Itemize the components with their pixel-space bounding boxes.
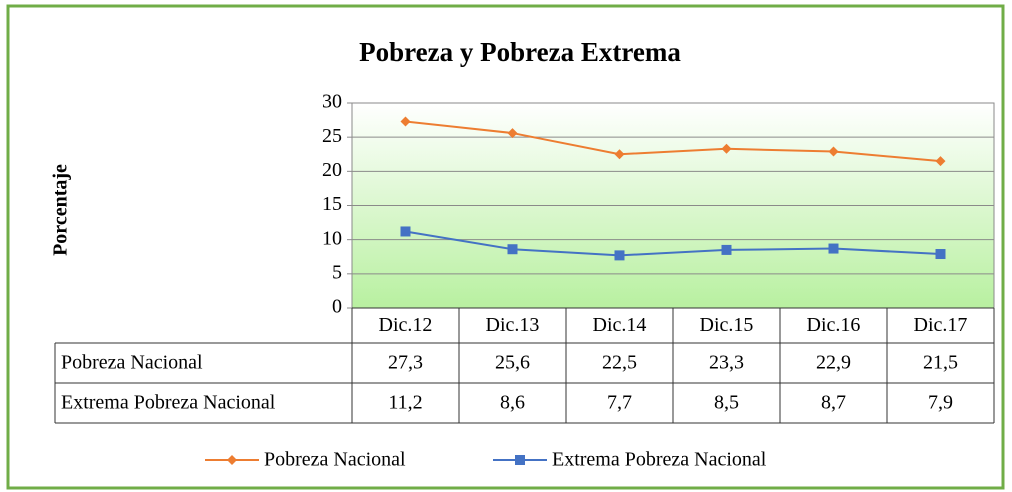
table-row-label: Pobreza Nacional <box>61 352 203 374</box>
x-tick-label: Dic.12 <box>379 314 433 336</box>
table-cell: 11,2 <box>388 392 422 414</box>
marker <box>614 149 625 160</box>
legend-marker <box>227 455 237 465</box>
table-cell: 22,9 <box>816 352 851 374</box>
table-cell: 27,3 <box>388 352 423 374</box>
legend-label: Extrema Pobreza Nacional <box>552 449 767 471</box>
y-tick-label: 15 <box>322 193 342 215</box>
marker <box>935 249 946 260</box>
table-cell: 25,6 <box>495 352 530 374</box>
legend-label: Pobreza Nacional <box>264 449 406 471</box>
x-tick-label: Dic.15 <box>700 314 754 336</box>
x-tick-label: Dic.16 <box>807 314 861 336</box>
y-axis-label: Porcentaje <box>50 164 72 256</box>
marker <box>400 226 411 237</box>
x-tick-label: Dic.14 <box>593 314 647 336</box>
table-cell: 7,9 <box>928 392 953 414</box>
table-cell: 22,5 <box>602 352 637 374</box>
marker <box>721 244 732 255</box>
marker <box>507 128 518 139</box>
y-tick-label: 0 <box>332 296 342 318</box>
table-cell: 8,6 <box>500 392 525 414</box>
marker <box>400 116 411 127</box>
marker <box>828 146 839 157</box>
y-tick-label: 10 <box>322 227 342 249</box>
marker <box>614 250 625 261</box>
y-tick-label: 25 <box>322 125 342 147</box>
marker <box>507 244 518 255</box>
y-tick-label: 20 <box>322 159 342 181</box>
marker <box>721 143 732 154</box>
table-cell: 23,3 <box>709 352 744 374</box>
series-line <box>405 230 941 257</box>
series-line <box>405 120 941 163</box>
table-cell: 21,5 <box>923 352 958 374</box>
legend-marker <box>515 455 525 465</box>
marker <box>935 156 946 167</box>
x-tick-label: Dic.17 <box>914 314 968 336</box>
x-tick-label: Dic.13 <box>486 314 540 336</box>
y-tick-label: 5 <box>332 261 342 283</box>
marker <box>828 243 839 254</box>
table-cell: 8,5 <box>714 392 739 414</box>
table-row-label: Extrema Pobreza Nacional <box>61 392 276 414</box>
y-tick-label: 30 <box>322 91 342 113</box>
table-cell: 7,7 <box>607 392 632 414</box>
table-cell: 8,7 <box>821 392 846 414</box>
chart-title: Pobreza y Pobreza Extrema <box>359 37 681 67</box>
